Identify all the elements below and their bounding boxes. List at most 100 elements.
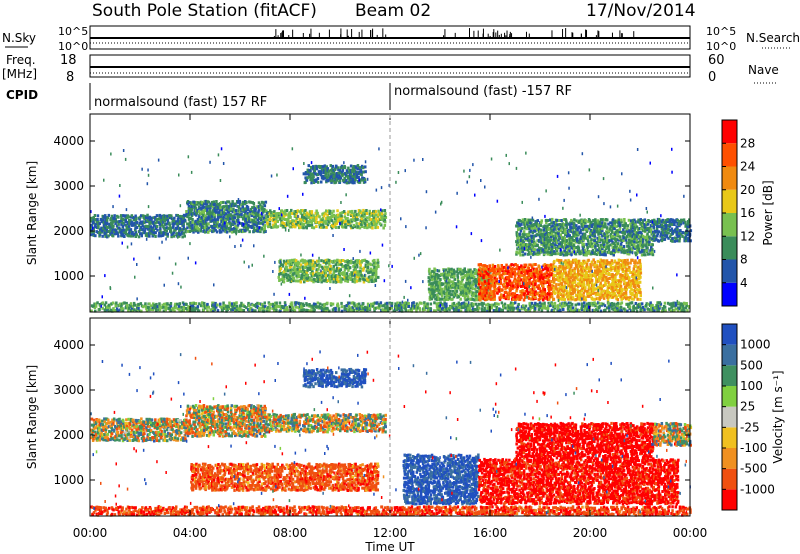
echo-cell	[632, 297, 635, 301]
echo-cell	[521, 244, 524, 248]
echo-cell	[186, 202, 190, 206]
echo-cell	[300, 276, 303, 280]
echo-cell	[213, 216, 216, 220]
echo-cell	[588, 219, 592, 223]
echo-cell	[288, 265, 292, 269]
echo-cell	[557, 259, 560, 262]
echo-cell	[566, 260, 570, 264]
echo-cell	[519, 226, 522, 230]
echo-cell	[189, 217, 193, 221]
echo-cell	[337, 215, 340, 219]
echo-cell	[311, 273, 315, 277]
echo-cell	[568, 246, 572, 250]
echo-cell	[256, 227, 259, 230]
echo-cell	[152, 216, 156, 220]
echo-cell	[639, 294, 642, 298]
echo-cell	[96, 218, 99, 221]
echo-cell	[604, 281, 607, 285]
echo-cell	[326, 213, 329, 217]
echo-cell	[480, 291, 484, 295]
echo-cell	[437, 269, 441, 273]
echo-cell	[128, 222, 131, 226]
echo-cell	[581, 219, 584, 223]
echo-cell	[622, 239, 625, 243]
echo-cell	[231, 200, 234, 204]
echo-cell	[322, 270, 325, 274]
echo-cell	[485, 267, 488, 271]
echo-cell	[318, 271, 321, 275]
echo-cell	[184, 230, 187, 234]
echo-cell	[315, 271, 318, 275]
echo-cell	[324, 278, 327, 282]
echo-cell	[544, 296, 548, 300]
echo-cell	[317, 263, 321, 267]
echo-cell	[116, 220, 120, 224]
echo-cell	[623, 259, 627, 262]
echo-cell	[368, 270, 371, 274]
echo-cell	[255, 224, 259, 228]
echo-cell	[259, 203, 262, 207]
echo-cell	[582, 245, 586, 248]
echo-cell	[354, 265, 357, 269]
echo-cell	[367, 268, 370, 272]
echo-cell	[640, 231, 643, 235]
echo-cell	[558, 223, 562, 226]
echo-cell	[93, 218, 97, 222]
echo-cell	[281, 276, 284, 279]
echo-cell	[518, 283, 522, 287]
echo-cell	[276, 225, 280, 229]
echo-cell	[175, 222, 179, 226]
echo-cell	[537, 230, 541, 234]
echo-cell	[575, 224, 578, 228]
echo-cell	[567, 258, 570, 262]
echo-cell	[252, 202, 256, 205]
echo-cell	[251, 212, 254, 216]
echo-cell	[610, 275, 614, 279]
echo-cell	[583, 259, 586, 263]
echo-cell	[634, 286, 637, 289]
echo-cell	[498, 271, 501, 275]
echo-cell	[273, 221, 277, 225]
echo-cell	[504, 267, 508, 271]
echo-cell	[605, 275, 608, 279]
echo-cell	[588, 269, 591, 273]
echo-cell	[178, 220, 182, 224]
echo-cell	[585, 271, 588, 274]
echo-cell	[113, 232, 117, 236]
echo-cell	[495, 277, 499, 281]
echo-cell	[545, 271, 549, 274]
echo-cell	[632, 284, 636, 288]
echo-cell	[448, 272, 451, 276]
echo-cell	[315, 259, 319, 263]
echo-cell	[639, 244, 642, 248]
echo-cell	[579, 240, 582, 244]
echo-cell	[340, 271, 343, 275]
echo-cell	[529, 274, 533, 278]
echo-cell	[181, 228, 184, 232]
echo-cell	[224, 230, 227, 234]
echo-cell	[552, 245, 555, 249]
echo-cell	[506, 268, 510, 271]
echo-cell	[626, 283, 629, 287]
echo-cell	[236, 200, 240, 204]
echo-cell	[583, 234, 587, 238]
echo-cell	[651, 237, 654, 241]
echo-cell	[362, 280, 366, 284]
echo-cell	[520, 264, 523, 268]
echo-cell	[358, 180, 362, 184]
echo-cell	[453, 270, 456, 274]
echo-cell	[596, 293, 599, 296]
echo-cell	[213, 213, 216, 217]
echo-cell	[288, 259, 291, 263]
echo-cell	[256, 205, 259, 209]
echo-cell	[327, 274, 330, 278]
echo-cell	[475, 278, 478, 281]
echo-cell	[617, 250, 620, 254]
echo-cell	[620, 297, 623, 301]
echo-cell	[261, 222, 265, 226]
echo-cell	[529, 292, 532, 296]
echo-cell	[225, 208, 228, 212]
echo-cell	[485, 265, 489, 268]
echo-cell	[634, 230, 637, 234]
echo-cell	[129, 234, 133, 238]
